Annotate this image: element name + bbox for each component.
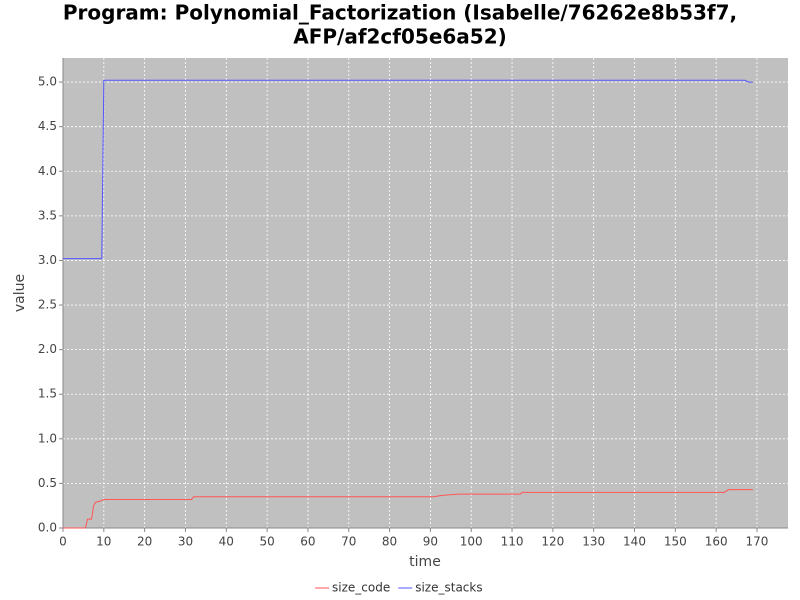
x-tick-label: 70 <box>341 535 356 549</box>
x-tick-label: 80 <box>382 535 397 549</box>
x-tick-label: 20 <box>137 535 152 549</box>
series-line <box>63 489 753 529</box>
x-tick-label: 10 <box>96 535 111 549</box>
x-tick-label: 120 <box>541 535 564 549</box>
x-tick-label: 30 <box>178 535 193 549</box>
x-tick-label: 40 <box>219 535 234 549</box>
x-axis-label: time <box>409 554 441 570</box>
y-tick-label: 2.0 <box>38 342 57 356</box>
chart-title: AFP/af2cf05e6a52) <box>293 25 507 49</box>
x-tick-label: 0 <box>59 535 67 549</box>
y-tick-label: 3.0 <box>38 253 57 267</box>
y-tick-label: 4.0 <box>38 164 57 178</box>
legend-text: size_stacks <box>415 581 482 595</box>
x-tick-label: 140 <box>623 535 646 549</box>
y-tick-label: 1.0 <box>38 431 57 445</box>
x-tick-label: 110 <box>501 535 524 549</box>
y-tick-label: 0.0 <box>38 521 57 535</box>
x-tick-label: 170 <box>746 535 769 549</box>
x-tick-label: 100 <box>460 535 483 549</box>
x-tick-label: 50 <box>259 535 274 549</box>
legend-text: size_code <box>332 581 390 595</box>
chart-title: Program: Polynomial_Factorization (Isabe… <box>63 1 737 25</box>
x-tick-label: 150 <box>664 535 687 549</box>
x-tick-label: 60 <box>300 535 315 549</box>
y-tick-label: 2.5 <box>38 298 57 312</box>
x-tick-label: 130 <box>582 535 605 549</box>
series-line <box>63 79 753 260</box>
y-tick-label: 3.5 <box>38 208 57 222</box>
x-tick-label: 160 <box>705 535 728 549</box>
plot-area <box>63 58 788 528</box>
y-tick-label: 5.0 <box>38 75 57 89</box>
y-tick-label: 0.5 <box>38 476 57 490</box>
y-tick-label: 1.5 <box>38 387 57 401</box>
y-tick-label: 4.5 <box>38 119 57 133</box>
x-tick-label: 90 <box>423 535 438 549</box>
y-axis-label: value <box>12 274 28 312</box>
